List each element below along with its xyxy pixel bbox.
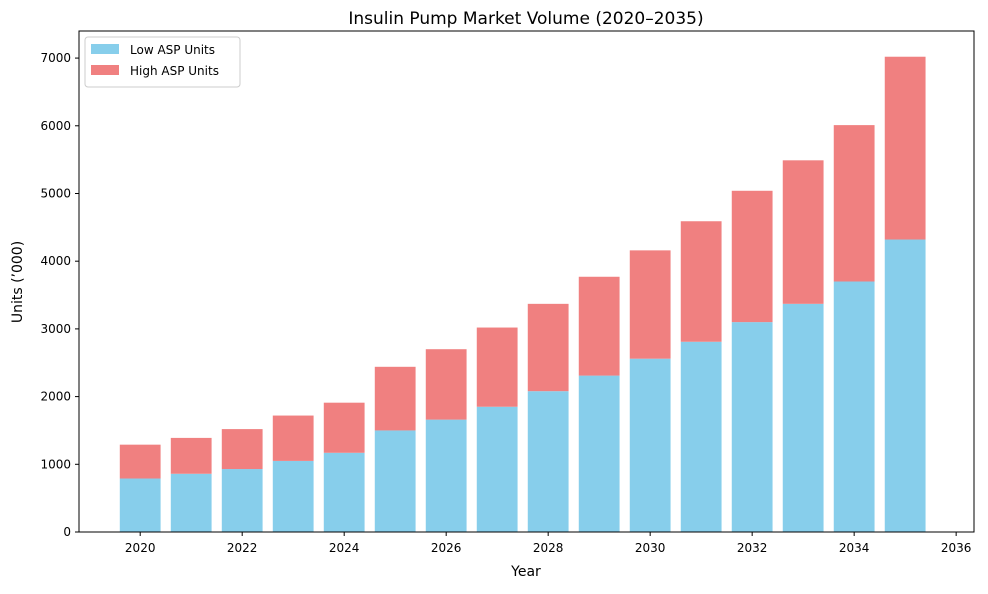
- y-tick-label: 5000: [40, 186, 71, 200]
- bar-low-asp-2025: [374, 430, 416, 532]
- bar-high-asp-2030: [629, 250, 671, 359]
- bar-low-asp-2033: [782, 303, 824, 532]
- bars-group: [119, 56, 926, 532]
- bar-low-asp-2028: [527, 391, 569, 532]
- bar-high-asp-2035: [884, 56, 926, 240]
- y-tick-label: 7000: [40, 51, 71, 65]
- y-tick-label: 4000: [40, 254, 71, 268]
- bar-high-asp-2027: [476, 327, 518, 407]
- bar-low-asp-2020: [119, 478, 161, 532]
- bar-high-asp-2024: [323, 402, 365, 453]
- y-tick-label: 2000: [40, 390, 71, 404]
- y-tick-label: 0: [63, 525, 71, 539]
- x-tick-label: 2034: [839, 541, 870, 555]
- bar-high-asp-2028: [527, 303, 569, 392]
- bar-low-asp-2032: [731, 322, 773, 532]
- bar-low-asp-2031: [680, 341, 722, 532]
- bar-high-asp-2029: [578, 276, 620, 376]
- legend-swatch: [91, 44, 119, 54]
- legend: Low ASP Units High ASP Units: [84, 36, 241, 88]
- x-tick-label: 2028: [533, 541, 564, 555]
- y-tick-label: 1000: [40, 457, 71, 471]
- bar-high-asp-2031: [680, 221, 722, 342]
- bar-low-asp-2035: [884, 239, 926, 532]
- bar-low-asp-2029: [578, 375, 620, 532]
- x-tick-label: 2024: [329, 541, 360, 555]
- x-tick-label: 2022: [227, 541, 258, 555]
- bar-high-asp-2032: [731, 190, 773, 323]
- bar-low-asp-2034: [833, 281, 875, 532]
- bar-high-asp-2026: [425, 349, 467, 420]
- bar-high-asp-2023: [272, 415, 314, 461]
- legend-swatch: [91, 65, 119, 75]
- axes-group: 2020 2022 2024 2026 2028 2030 2032 2034 2036 0 100…: [40, 30, 975, 555]
- legend-label: High ASP Units: [130, 64, 219, 78]
- bar-high-asp-2034: [833, 125, 875, 282]
- y-tick-label: 3000: [40, 322, 71, 336]
- bar-low-asp-2026: [425, 419, 467, 532]
- y-axis-label: Units (’000): [10, 241, 26, 323]
- plot-frame: [78, 30, 975, 533]
- bar-high-asp-2022: [221, 429, 263, 470]
- bar-low-asp-2021: [170, 473, 212, 532]
- x-tick-label: 2020: [125, 541, 156, 555]
- x-axis-label: Year: [510, 564, 541, 580]
- bar-low-asp-2030: [629, 358, 671, 532]
- bar-high-asp-2033: [782, 160, 824, 304]
- chart-title: Insulin Pump Market Volume (2020–2035): [348, 9, 703, 29]
- x-tick-label: 2032: [737, 541, 768, 555]
- bar-low-asp-2023: [272, 460, 314, 532]
- legend-box: [84, 36, 241, 88]
- x-tick-label: 2036: [941, 541, 972, 555]
- bar-high-asp-2020: [119, 444, 161, 479]
- y-tick-label: 6000: [40, 119, 71, 133]
- bar-low-asp-2024: [323, 452, 365, 532]
- bar-high-asp-2021: [170, 437, 212, 474]
- bar-low-asp-2027: [476, 406, 518, 532]
- bar-low-asp-2022: [221, 469, 263, 532]
- x-tick-label: 2026: [431, 541, 462, 555]
- bar-high-asp-2025: [374, 366, 416, 431]
- x-tick-label: 2030: [635, 541, 666, 555]
- legend-label: Low ASP Units: [130, 43, 215, 57]
